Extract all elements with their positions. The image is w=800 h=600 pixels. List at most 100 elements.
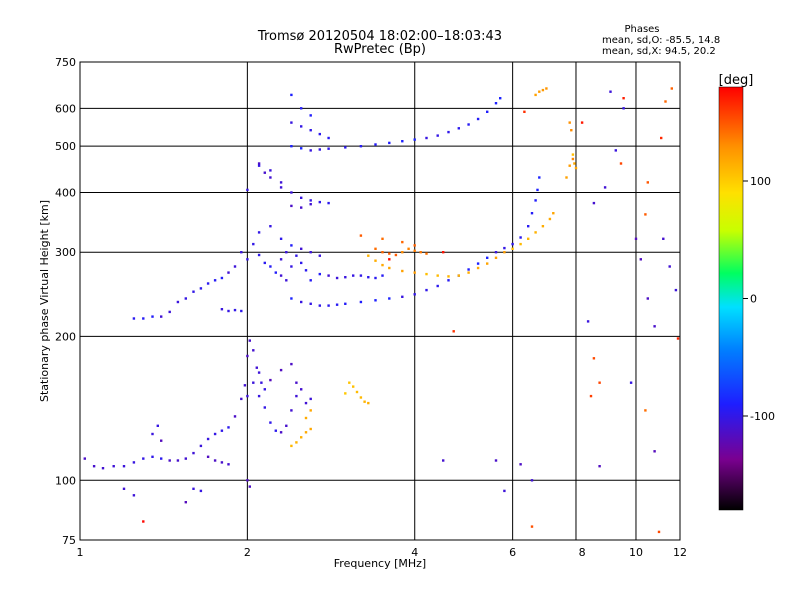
point-9-11 [309,203,312,206]
point-1-22 [132,494,136,497]
point-8-1 [300,147,303,150]
point-1-18 [213,459,217,462]
x-tick-label-5: 10 [629,546,643,559]
series-12 [530,87,673,534]
point-8-9 [401,140,404,143]
x-tick-label-6: 12 [673,546,687,559]
point-8-8 [388,141,391,145]
point-5-5 [304,269,308,272]
point-11-20 [503,489,506,493]
point-9-12 [279,186,283,189]
point-9-2 [269,176,272,179]
point-8-20 [290,121,293,124]
y-tick-label-7: 750 [55,56,76,69]
point-6-21 [552,212,555,215]
point-1-10 [295,381,298,384]
point-11-0 [592,201,596,205]
point-3-5 [176,300,180,304]
point-10-1 [538,90,541,93]
point-3-2 [151,315,154,318]
point-8-11 [425,136,428,140]
point-0-22 [252,381,255,384]
point-7-5 [407,247,410,250]
point-4-3 [318,304,321,307]
point-8-22 [309,129,312,132]
point-8-17 [486,110,489,113]
point-9-5 [300,196,303,199]
point-1-7 [269,378,272,382]
point-12-7 [646,181,649,184]
point-5-6 [309,279,312,282]
point-12-1 [598,381,601,384]
point-2-12 [304,416,308,420]
point-12-2 [589,394,593,398]
point-8-0 [290,145,293,148]
point-1-16 [160,439,163,442]
point-0-14 [206,437,210,441]
point-8-25 [300,107,303,110]
point-1-14 [151,432,154,436]
point-0-23 [257,394,261,398]
point-2-6 [348,381,351,384]
point-6-9 [457,274,460,277]
point-0-28 [285,424,288,427]
y-tick-label-4: 400 [55,186,76,199]
colorbar [718,86,744,511]
point-6-18 [534,231,537,234]
point-5-4 [300,261,303,265]
point-3-21 [279,274,283,277]
point-4-13 [436,284,439,288]
point-4-21 [511,242,514,246]
point-0-21 [246,394,249,398]
point-4-2 [309,302,312,305]
point-11-1 [603,186,607,189]
point-8-19 [499,97,502,100]
point-7-10 [401,240,404,244]
y-tick-label-5: 500 [55,140,76,153]
point-12-6 [644,213,647,216]
point-1-6 [263,388,266,391]
point-6-6 [425,272,428,276]
colorbar-tick-label-2: -100 [750,410,775,423]
series-3 [132,242,288,320]
point-0-16 [220,429,224,432]
point-1-5 [260,381,263,384]
point-13-7 [442,251,445,254]
point-3-23 [220,308,224,311]
point-11-4 [622,107,625,110]
point-6-8 [447,275,450,278]
point-6-23 [568,164,571,167]
point-9-13 [269,169,272,172]
point-4-4 [327,304,330,307]
point-0-7 [151,455,154,458]
point-3-8 [199,287,203,290]
point-5-2 [290,265,293,268]
point-9-1 [263,171,266,174]
point-9-15 [257,164,261,167]
point-0-13 [199,444,203,448]
point-0-15 [213,432,217,436]
point-1-25 [184,501,187,504]
point-3-25 [233,308,237,312]
y-tick-label-3: 300 [55,246,76,259]
point-13-1 [452,330,455,333]
point-6-22 [565,176,568,179]
x-tick-label-4: 8 [579,546,586,559]
point-5-14 [374,276,377,280]
x-tick-label-1: 2 [244,546,251,559]
chart-title: Tromsø 20120504 18:02:00–18:03:43 [257,29,502,44]
point-10-7 [573,162,576,165]
series-0 [83,381,298,470]
point-5-9 [335,276,339,280]
point-8-21 [300,125,303,128]
point-2-4 [309,427,312,431]
grid-lines [80,62,681,540]
point-10-4 [568,121,571,124]
point-6-11 [476,266,480,270]
series-9 [246,162,330,209]
point-11-6 [639,258,642,261]
point-6-16 [519,242,522,246]
point-5-18 [309,251,312,254]
point-11-13 [629,381,633,384]
point-3-6 [184,297,187,300]
